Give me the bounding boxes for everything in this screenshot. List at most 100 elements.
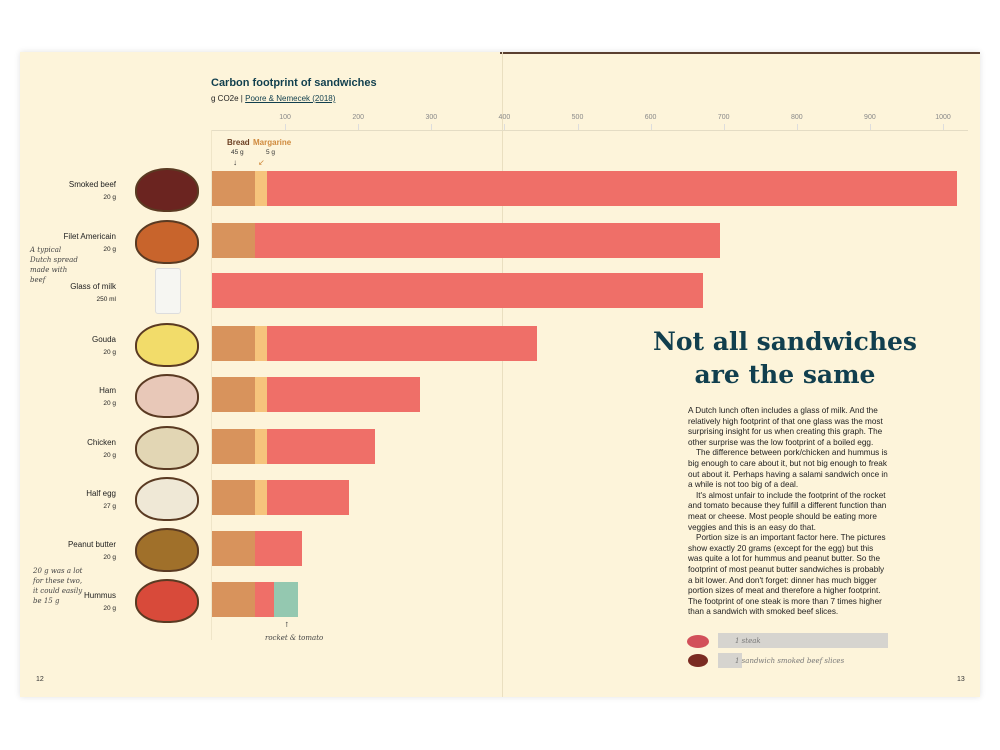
category-name: Gouda	[91, 335, 116, 344]
category-amount: 250 ml	[96, 296, 116, 303]
x-tick-label: 400	[498, 114, 511, 121]
paragraph: It's almost unfair to include the footpr…	[688, 490, 887, 532]
article-heading: Not all sandwiches are the same	[640, 325, 930, 391]
comparison-label: 1 sandwich smoked beef slices	[735, 657, 845, 665]
x-tick-label: 600	[644, 114, 657, 121]
bar-segment-bread	[212, 582, 256, 617]
bar-segment-bread	[212, 377, 256, 412]
arrow-down-icon: ↓	[233, 158, 237, 167]
bar-segment-bread	[212, 480, 256, 515]
bar-segment-extra	[274, 582, 299, 617]
x-axis	[211, 130, 968, 131]
heading-line: are the same	[694, 360, 876, 389]
bar-segment-topping	[266, 480, 349, 515]
x-tick-label: 200	[352, 114, 365, 121]
bar-segment-margarine	[255, 429, 267, 464]
comparison-bar-sandwich	[718, 653, 742, 668]
arrow-up-icon: ↑	[284, 621, 290, 629]
x-tick	[650, 124, 652, 130]
bar-segment-topping	[266, 171, 957, 206]
category-label: Smoked beef 20 g	[6, 180, 116, 201]
category-amount: 20 g	[103, 605, 116, 612]
category-name: Chicken	[87, 438, 116, 447]
sandwich-image	[135, 528, 199, 572]
x-tick	[723, 124, 725, 130]
x-tick	[358, 124, 360, 130]
category-label: Hummus 20 g	[6, 591, 116, 612]
category-label: Half egg 27 g	[6, 489, 116, 510]
source-link[interactable]: Poore & Nemecek (2018)	[245, 94, 336, 103]
bar-segment-margarine	[255, 326, 267, 361]
category-amount: 20 g	[103, 246, 116, 253]
legend-bread-amount: 45 g	[231, 149, 244, 156]
x-tick	[431, 124, 433, 130]
bar-segment-topping	[266, 377, 421, 412]
bar-segment-topping	[266, 429, 375, 464]
paragraph: Portion size is an important factor here…	[688, 533, 886, 617]
bar-segment-topping	[212, 273, 704, 308]
bar-segment-bread	[212, 171, 256, 206]
y-axis	[211, 130, 212, 640]
x-tick	[796, 124, 798, 130]
category-label: Ham 20 g	[6, 386, 116, 407]
paragraph: A Dutch lunch often includes a glass of …	[688, 406, 883, 447]
x-tick	[577, 124, 579, 130]
category-label: Glass of milk 250 ml	[6, 282, 116, 303]
x-tick	[504, 124, 506, 130]
page-edge	[500, 52, 980, 54]
bar-segment-bread	[212, 429, 256, 464]
category-label: Chicken 20 g	[6, 438, 116, 459]
smoked-beef-sandwich-icon	[688, 654, 708, 667]
x-tick-label: 500	[571, 114, 584, 121]
arrow-down-icon: ↙	[258, 158, 265, 167]
x-tick-label: 100	[279, 114, 291, 121]
sandwich-image	[135, 220, 199, 264]
category-name: Filet Americain	[63, 232, 116, 241]
x-tick-label: 900	[864, 114, 876, 121]
sandwich-image	[135, 426, 199, 470]
category-name: Ham	[99, 386, 116, 395]
category-name: Glass of milk	[70, 282, 116, 291]
category-amount: 27 g	[103, 503, 116, 510]
page-number-left: 12	[36, 676, 44, 683]
comparison-bar-steak	[718, 633, 888, 648]
bar-segment-margarine	[255, 377, 267, 412]
category-label: Gouda 20 g	[6, 335, 116, 356]
category-name: Smoked beef	[68, 180, 116, 189]
legend-bread: Bread	[227, 138, 250, 147]
x-tick	[285, 124, 287, 130]
bar-segment-topping	[266, 326, 538, 361]
article-body: A Dutch lunch often includes a glass of …	[688, 406, 888, 618]
category-label: Peanut butter 20 g	[6, 540, 116, 561]
comparison-label: 1 steak	[735, 637, 761, 645]
x-tick-label: 300	[425, 114, 438, 121]
category-name: Hummus	[83, 591, 116, 600]
category-name: Half egg	[86, 489, 116, 498]
bar-segment-bread	[212, 531, 256, 566]
sandwich-image	[135, 168, 199, 212]
legend-margarine: Margarine	[253, 138, 292, 147]
sandwich-image	[135, 374, 199, 418]
heading-line: Not all sandwiches	[652, 327, 917, 356]
sandwich-image	[135, 477, 199, 521]
milk-glass-image	[155, 268, 181, 314]
page-number-right: 13	[957, 676, 965, 683]
category-amount: 20 g	[103, 554, 116, 561]
paragraph: The difference between pork/chicken and …	[688, 448, 888, 490]
x-tick-label: 800	[790, 114, 803, 121]
sandwich-image	[135, 323, 199, 367]
page-fold	[502, 52, 503, 697]
bar-segment-bread	[212, 326, 256, 361]
bar-segment-topping	[255, 223, 721, 258]
category-amount: 20 g	[103, 349, 116, 356]
annotation-extra: rocket & tomato	[265, 634, 324, 642]
category-amount: 20 g	[103, 194, 116, 201]
annotation-portion: 20 g was a lot for these two, it could e…	[33, 567, 83, 605]
x-tick-label: 700	[717, 114, 730, 121]
chart-subtitle: g CO2e | Poore & Nemecek (2018)	[211, 94, 336, 103]
x-tick-label: 1000	[935, 114, 951, 121]
chart-title: Carbon footprint of sandwiches	[211, 77, 377, 89]
category-name: Peanut butter	[67, 540, 116, 549]
legend-margarine-amount: 5 g	[266, 149, 276, 156]
steak-icon	[687, 635, 709, 648]
